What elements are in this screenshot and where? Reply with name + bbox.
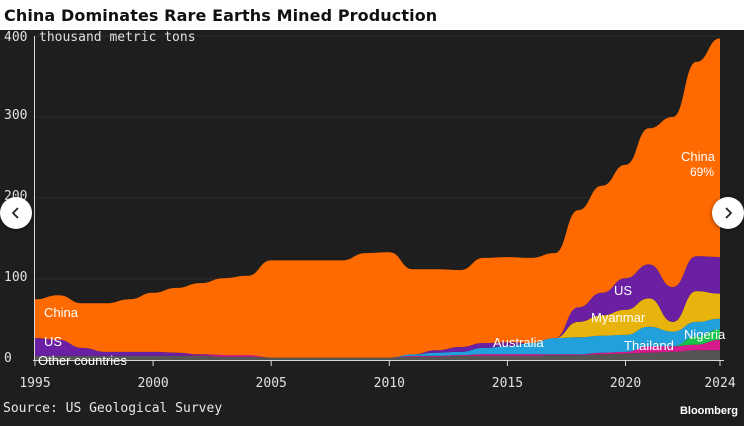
china-label-right: China: [681, 149, 716, 164]
stacked-area-chart: 400 300 200 100 0 thousand metric tons 1…: [4, 30, 736, 391]
series-area-us: [35, 256, 720, 358]
nigeria-label: Nigeria: [684, 327, 726, 342]
series-area-myanmar: [35, 291, 720, 358]
us-label-right: US: [614, 283, 632, 298]
x-tick-label: 2024: [704, 376, 735, 391]
x-tick-label: 2000: [137, 376, 168, 391]
x-tick-label: 2005: [256, 376, 287, 391]
x-ticks: 1995 2000 2005 2010 2015 2020 2024: [19, 360, 736, 391]
previous-button[interactable]: [0, 197, 32, 229]
china-label-left: China: [44, 305, 79, 320]
brand-logo: Bloomberg: [679, 405, 738, 417]
china-share-label: 69%: [690, 165, 714, 179]
footer: Source: US Geological Survey Bloomberg: [0, 398, 744, 426]
series-area-australia: [35, 318, 720, 358]
chevron-left-icon: [11, 207, 19, 219]
y-tick-label: 100: [4, 270, 27, 285]
area-layer: [35, 38, 720, 360]
x-tick-label: 2020: [610, 376, 641, 391]
x-tick-label: 2010: [374, 376, 405, 391]
series-area-china: [35, 38, 720, 358]
y-axis-unit-label: thousand metric tons: [39, 30, 196, 45]
series-labels: China China 69% US US Australia Myanmar …: [38, 149, 726, 368]
us-label-left: US: [44, 334, 62, 349]
y-tick-label: 0: [4, 351, 12, 366]
x-tick-label: 2015: [492, 376, 523, 391]
next-button[interactable]: [712, 197, 744, 229]
chevron-right-icon: [725, 207, 733, 219]
series-area-other-countries: [35, 350, 720, 360]
axis-layer: [33, 36, 724, 361]
y-tick-label: 400: [4, 30, 27, 45]
chart-area: 400 300 200 100 0 thousand metric tons 1…: [0, 30, 744, 398]
chart-title: China Dominates Rare Earths Mined Produc…: [4, 6, 438, 25]
thailand-label: Thailand: [624, 338, 674, 353]
y-tick-label: 300: [4, 108, 27, 123]
source-note: Source: US Geological Survey: [3, 401, 223, 416]
myanmar-label: Myanmar: [591, 310, 646, 325]
x-tick-label: 1995: [19, 376, 50, 391]
other-countries-label: Other countries: [38, 353, 127, 368]
australia-label: Australia: [493, 335, 544, 350]
